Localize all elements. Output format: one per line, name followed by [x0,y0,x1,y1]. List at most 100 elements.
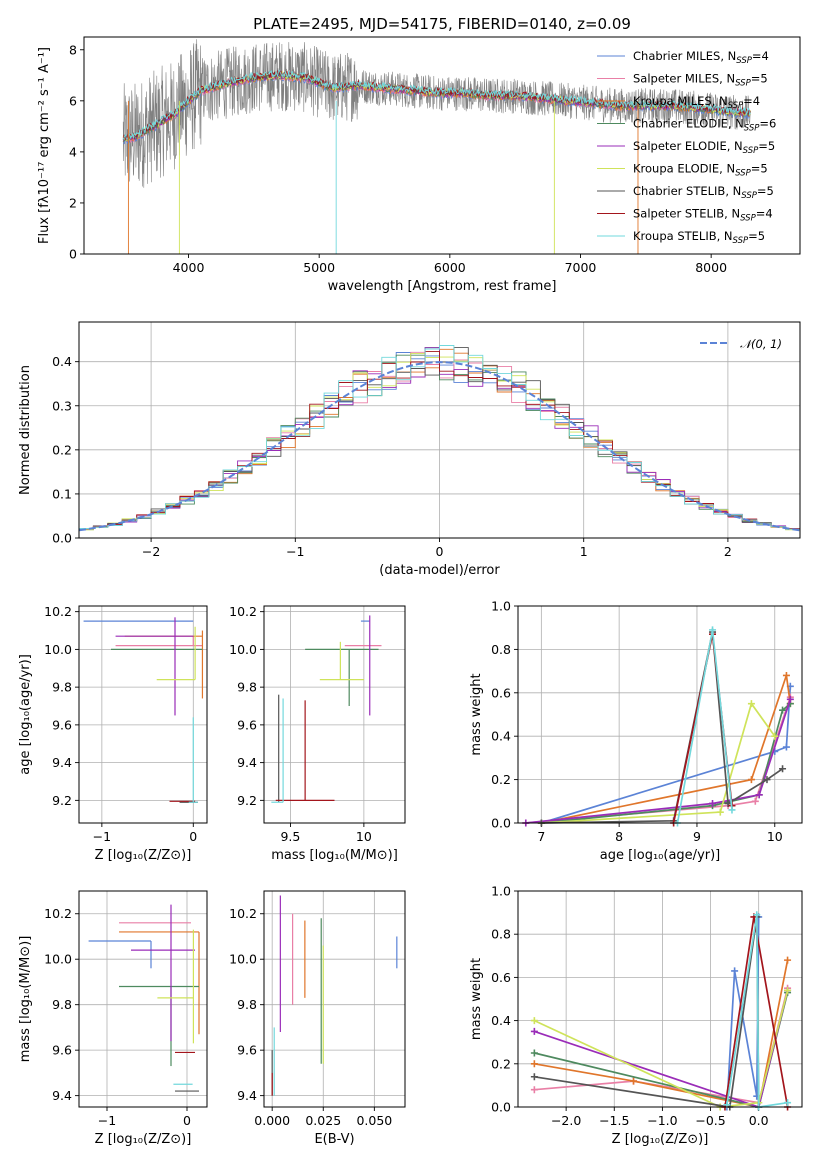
weight-series-line [534,916,760,1108]
error-bar [157,929,194,1044]
x-axis-label: Z [log₁₀(Z/Z⊙)] [612,1132,709,1147]
y-tick-label: 9.6 [237,1043,257,1058]
weight-point [630,1077,638,1085]
weight-point [753,911,761,919]
y-tick-label: 10.2 [44,604,72,619]
y-tick-label: 0.2 [491,1056,511,1071]
weight-point [786,695,794,703]
weight-series-line [525,699,792,824]
weight-point [784,956,792,964]
y-tick-label: 9.6 [52,717,72,732]
error-bar [88,940,152,969]
weight-series-line [541,702,791,824]
y-tick-label: 10.0 [229,642,257,657]
weight-series-line [534,990,789,1108]
age-vs-mass-panel: 9.5 10 9.2 9.4 9.6 9.8 10.0 10.2 mass [log₁₀(M/M… [229,604,406,863]
y-tick-label: 6 [69,93,77,108]
legend-entry: Salpeter ELODIE, NSSP=5 [633,139,775,156]
legend-entry: Kroupa MILES, NSSP=4 [633,94,760,111]
x-tick-label: −0.5 [695,1113,725,1128]
x-tick-label: 0.000 [254,1113,290,1128]
legend-entry: Salpeter MILES, NSSP=5 [633,72,768,89]
x-axis-label: mass [log₁₀(M/M⊙)] [271,848,398,863]
x-axis-label: (data-model)/error [379,563,500,578]
weight-point [755,791,763,799]
x-tick-label: 7 [537,829,545,844]
axes-frame [83,36,801,255]
y-tick-label: 0.8 [491,642,511,657]
y-tick-label: 10.0 [44,952,72,967]
x-tick-label: 6000 [434,260,466,275]
x-tick-label: 0.025 [305,1113,341,1128]
weight-point [747,700,755,708]
x-tick-label: 8000 [695,260,727,275]
error-bar [115,617,194,716]
x-tick-label: −1 [98,1113,116,1128]
y-tick-label: 10.0 [229,952,257,967]
error-bar [188,717,198,803]
y-tick-label: 9.8 [52,997,72,1012]
weight-point [530,1073,538,1081]
error-bar [319,641,364,681]
weight-point [784,986,792,994]
weight-vs-age-panel: 7 8 9 10 0.0 0.2 0.4 0.6 0.8 1.0 age [log₁₀(age/yr… [469,599,803,863]
y-tick-label: 4 [69,144,77,159]
y-tick-label: 9.4 [52,755,72,770]
weight-point [731,967,739,975]
x-axis-label: Z [log₁₀(Z/Z⊙)] [95,1132,192,1147]
y-tick-label: 0.2 [491,772,511,787]
x-axis-label: Z [log₁₀(Z/Z⊙)] [95,848,192,863]
x-tick-label: 1 [580,544,588,559]
legend-entry: Kroupa STELIB, NSSP=5 [633,229,765,246]
weight-series-line [541,631,783,824]
y-tick-label: 1.0 [491,884,511,899]
error-bar [271,698,284,803]
y-tick-label: 9.8 [52,680,72,695]
error-bar [156,626,196,681]
legend-entry: Salpeter STELIB, NSSP=4 [633,207,773,224]
y-tick-label: 9.6 [237,717,257,732]
weight-point [747,776,755,784]
y-tick-label: 10.2 [229,906,257,921]
x-tick-label: −1 [93,829,111,844]
y-tick-label: 0.8 [491,927,511,942]
model-spectrum [122,69,751,140]
y-tick-label: 0.3 [52,398,72,413]
chart-title: PLATE=2495, MJD=54175, FIBERID=0140, z=0… [253,15,631,33]
weight-series-line [534,990,789,1109]
y-tick-label: 9.6 [52,1043,72,1058]
weight-series-line [541,686,792,824]
weight-point [530,1060,538,1068]
axes-frame [263,605,406,824]
error-bar [305,648,379,707]
y-tick-label: 0.2 [52,442,72,457]
y-tick-label: 0.4 [491,1013,511,1028]
spectrum-legend: Chabrier MILES, NSSP=4 Salpeter MILES, NS… [597,49,776,246]
axes-frame [517,890,803,1108]
weight-series-line [726,914,788,1108]
weight-point [782,743,790,751]
x-tick-label: −2 [142,544,160,559]
y-tick-label: 9.4 [52,1088,72,1103]
error-bar [131,904,195,1042]
weight-series-line [525,696,792,824]
weight-series-line [541,701,776,824]
y-tick-label: 10.2 [44,906,72,921]
x-tick-label: −2.0 [551,1113,581,1128]
x-tick-label: −1.0 [647,1113,677,1128]
weight-point [709,799,717,807]
weight-point [782,671,790,679]
x-tick-label: 5000 [303,260,335,275]
axes-frame [517,605,803,824]
x-axis-label: wavelength [Angstrom, rest frame] [328,279,557,294]
legend-entry: Chabrier MILES, NSSP=4 [633,49,769,66]
residual-histogram [79,345,800,530]
x-axis-label: E(B-V) [314,1132,354,1147]
weight-point [709,626,717,634]
x-tick-label: 0.0 [749,1113,769,1128]
legend-entry: 𝒩(0, 1) [740,337,782,351]
error-bar [275,700,335,801]
x-tick-label: 2 [724,544,732,559]
y-axis-label: Normed distribution [18,365,33,495]
x-tick-label: 0.050 [356,1113,392,1128]
